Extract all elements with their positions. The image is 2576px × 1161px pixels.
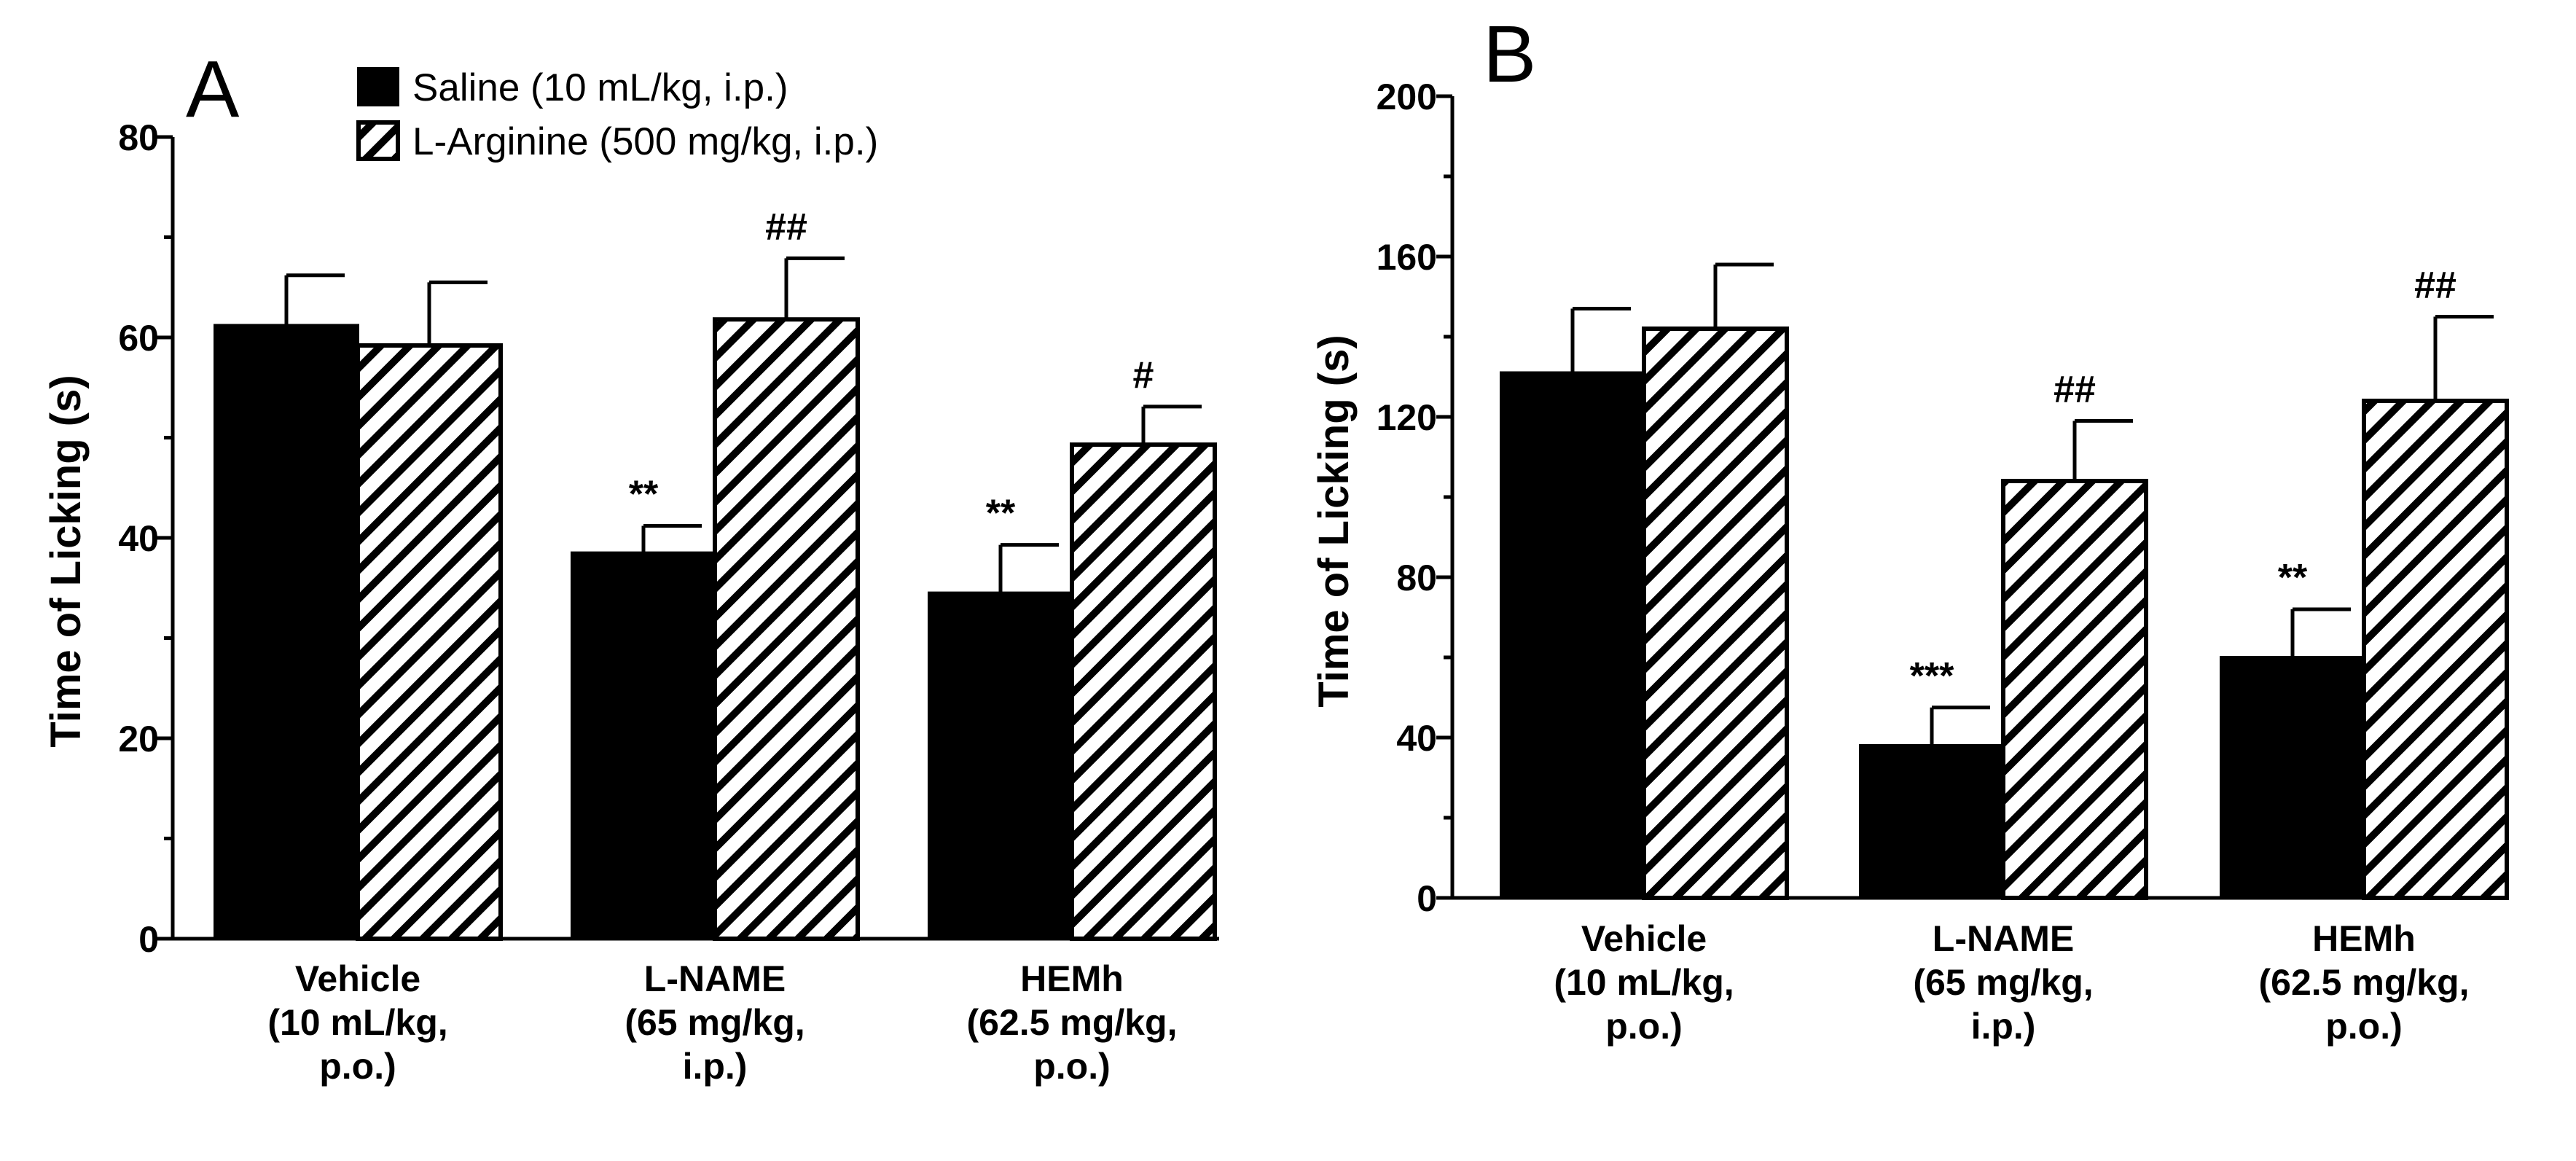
panel-a-y-tick-label-4: 80 (118, 117, 159, 158)
panel-a-y-tick-label-3: 60 (118, 318, 159, 359)
panel-a-bar-saline-1 (571, 551, 716, 940)
panel-a-y-tick-label-1: 20 (118, 719, 159, 759)
panel-b-bar-larginine-0 (1642, 327, 1789, 900)
panel-b-y-tick-label-2: 80 (1396, 558, 1437, 598)
panel-a-label: A (186, 44, 240, 134)
panel-a: A Time of Licking (s) Vehicle (10 mL/kg, p… (42, 44, 1219, 1087)
panel-b-y-tick-label-5: 200 (1377, 77, 1437, 117)
legend-label-saline: Saline (10 mL/kg, i.p.) (412, 66, 788, 109)
panel-a-y-axis-title: Time of Licking (s) (42, 375, 90, 747)
legend-swatch-saline (357, 67, 399, 106)
panel-b-y-tick-label-4: 160 (1377, 237, 1437, 278)
panel-b-bar-saline-1 (1859, 744, 2005, 899)
legend-swatch-larginine (356, 120, 400, 161)
panel-a-bar-saline-2 (928, 591, 1073, 940)
panel-b-annotation-saline-2: ** (2278, 557, 2308, 599)
panel-a-annotation-larginine-1: ## (765, 206, 807, 248)
panel-b-annotation-larginine-1: ## (2054, 369, 2096, 411)
panel-a-category-label-0: Vehicle (10 mL/kg, p.o.) (267, 958, 447, 1087)
panel-a-y-tick-label-2: 40 (118, 518, 159, 559)
panel-b-annotation-larginine-2: ## (2414, 265, 2456, 307)
panel-a-bar-larginine-1 (713, 317, 860, 941)
panel-b-label: B (1483, 9, 1536, 99)
legend-label-larginine: L-Arginine (500 mg/kg, i.p.) (412, 120, 878, 163)
panel-b: B Time of Licking (s) Vehicle (10 mL/kg, p… (1310, 9, 2509, 1047)
panel-b-bar-saline-0 (1500, 371, 1645, 899)
panel-a-category-label-1: L-NAME (65 mg/kg, i.p.) (625, 958, 804, 1087)
panel-b-category-label-0: Vehicle (10 mL/kg, p.o.) (1554, 918, 1734, 1047)
legend: Saline (10 mL/kg, i.p.) L-Arginine (500 … (356, 66, 878, 163)
panel-b-category-label-1: L-NAME (65 mg/kg, i.p.) (1913, 918, 2093, 1047)
panel-a-category-label-2: HEMh (62.5 mg/kg, p.o.) (967, 958, 1178, 1087)
panel-b-y-axis-title: Time of Licking (s) (1310, 335, 1358, 707)
panel-a-bar-larginine-0 (356, 343, 503, 941)
panel-b-bar-larginine-1 (2001, 479, 2148, 900)
panel-a-annotation-larginine-2: # (1133, 354, 1154, 396)
panel-a-bar-larginine-2 (1070, 442, 1217, 941)
panel-a-annotation-saline-2: ** (986, 493, 1016, 535)
panel-a-bar-saline-0 (214, 324, 359, 940)
panel-b-y-tick-label-1: 40 (1396, 718, 1437, 759)
panel-a-y-tick-label-0: 0 (138, 919, 159, 960)
panel-b-y-tick-label-0: 0 (1417, 878, 1437, 919)
panel-b-annotation-saline-1: *** (1910, 655, 1954, 697)
panel-a-annotation-saline-1: ** (629, 474, 659, 516)
panel-b-category-label-2: HEMh (62.5 mg/kg, p.o.) (2259, 918, 2470, 1047)
panel-b-bar-saline-2 (2220, 656, 2365, 899)
panel-b-y-tick-label-3: 120 (1377, 397, 1437, 438)
panel-b-bar-larginine-2 (2362, 399, 2509, 900)
